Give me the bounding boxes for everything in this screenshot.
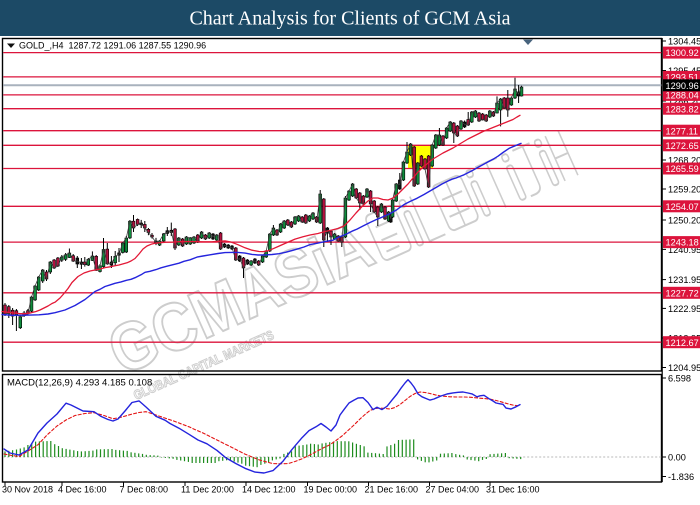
svg-text:MACD(12,26,9) 4.293 4.185 0.10: MACD(12,26,9) 4.293 4.185 0.108 xyxy=(7,378,152,389)
svg-text:1265.59: 1265.59 xyxy=(666,164,699,174)
svg-text:1254.07: 1254.07 xyxy=(666,202,699,212)
svg-text:1204.95: 1204.95 xyxy=(668,363,700,373)
svg-text:1231.95: 1231.95 xyxy=(668,275,700,285)
svg-text:31 Dec 16:00: 31 Dec 16:00 xyxy=(486,485,540,495)
svg-text:1293.51: 1293.51 xyxy=(666,73,699,83)
svg-text:1272.65: 1272.65 xyxy=(666,141,699,151)
svg-text:27 Dec 04:00: 27 Dec 04:00 xyxy=(426,485,480,495)
svg-text:7 Dec 08:00: 7 Dec 08:00 xyxy=(120,485,169,495)
svg-text:1240.95: 1240.95 xyxy=(668,245,700,255)
svg-text:1227.72: 1227.72 xyxy=(666,288,699,298)
svg-text:1283.82: 1283.82 xyxy=(666,104,699,114)
svg-text:4 Dec 16:00: 4 Dec 16:00 xyxy=(58,485,107,495)
svg-text:0.00: 0.00 xyxy=(668,452,686,462)
svg-text:14 Dec 12:00: 14 Dec 12:00 xyxy=(242,485,296,495)
svg-text:1286.20: 1286.20 xyxy=(668,96,700,106)
svg-text:GOLD_,H4 1287.72 1291.06 1287: GOLD_,H4 1287.72 1291.06 1287.55 1290.96 xyxy=(19,41,206,51)
svg-text:21 Dec 16:00: 21 Dec 16:00 xyxy=(365,485,419,495)
svg-text:19 Dec 00:00: 19 Dec 00:00 xyxy=(304,485,358,495)
svg-text:1290.96: 1290.96 xyxy=(666,81,699,91)
svg-text:1277.11: 1277.11 xyxy=(666,126,699,136)
svg-text:1243.18: 1243.18 xyxy=(666,238,699,248)
svg-text:11 Dec 20:00: 11 Dec 20:00 xyxy=(181,485,234,495)
svg-text:1300.92: 1300.92 xyxy=(666,48,699,58)
svg-text:1222.95: 1222.95 xyxy=(668,304,700,314)
svg-text:1259.20: 1259.20 xyxy=(668,184,700,194)
svg-text:6.598: 6.598 xyxy=(668,373,691,383)
svg-text:30 Nov 2018: 30 Nov 2018 xyxy=(2,485,53,495)
svg-text:1304.45: 1304.45 xyxy=(668,36,700,46)
svg-text:1212.67: 1212.67 xyxy=(666,338,699,348)
svg-text:1268.20: 1268.20 xyxy=(668,155,700,165)
svg-text:Chart Analysis for Clients of: Chart Analysis for Clients of GCM Asia xyxy=(189,8,510,30)
svg-text:-1.836: -1.836 xyxy=(668,472,694,482)
svg-text:1250.20: 1250.20 xyxy=(668,215,700,225)
svg-text:1288.04: 1288.04 xyxy=(666,91,699,101)
